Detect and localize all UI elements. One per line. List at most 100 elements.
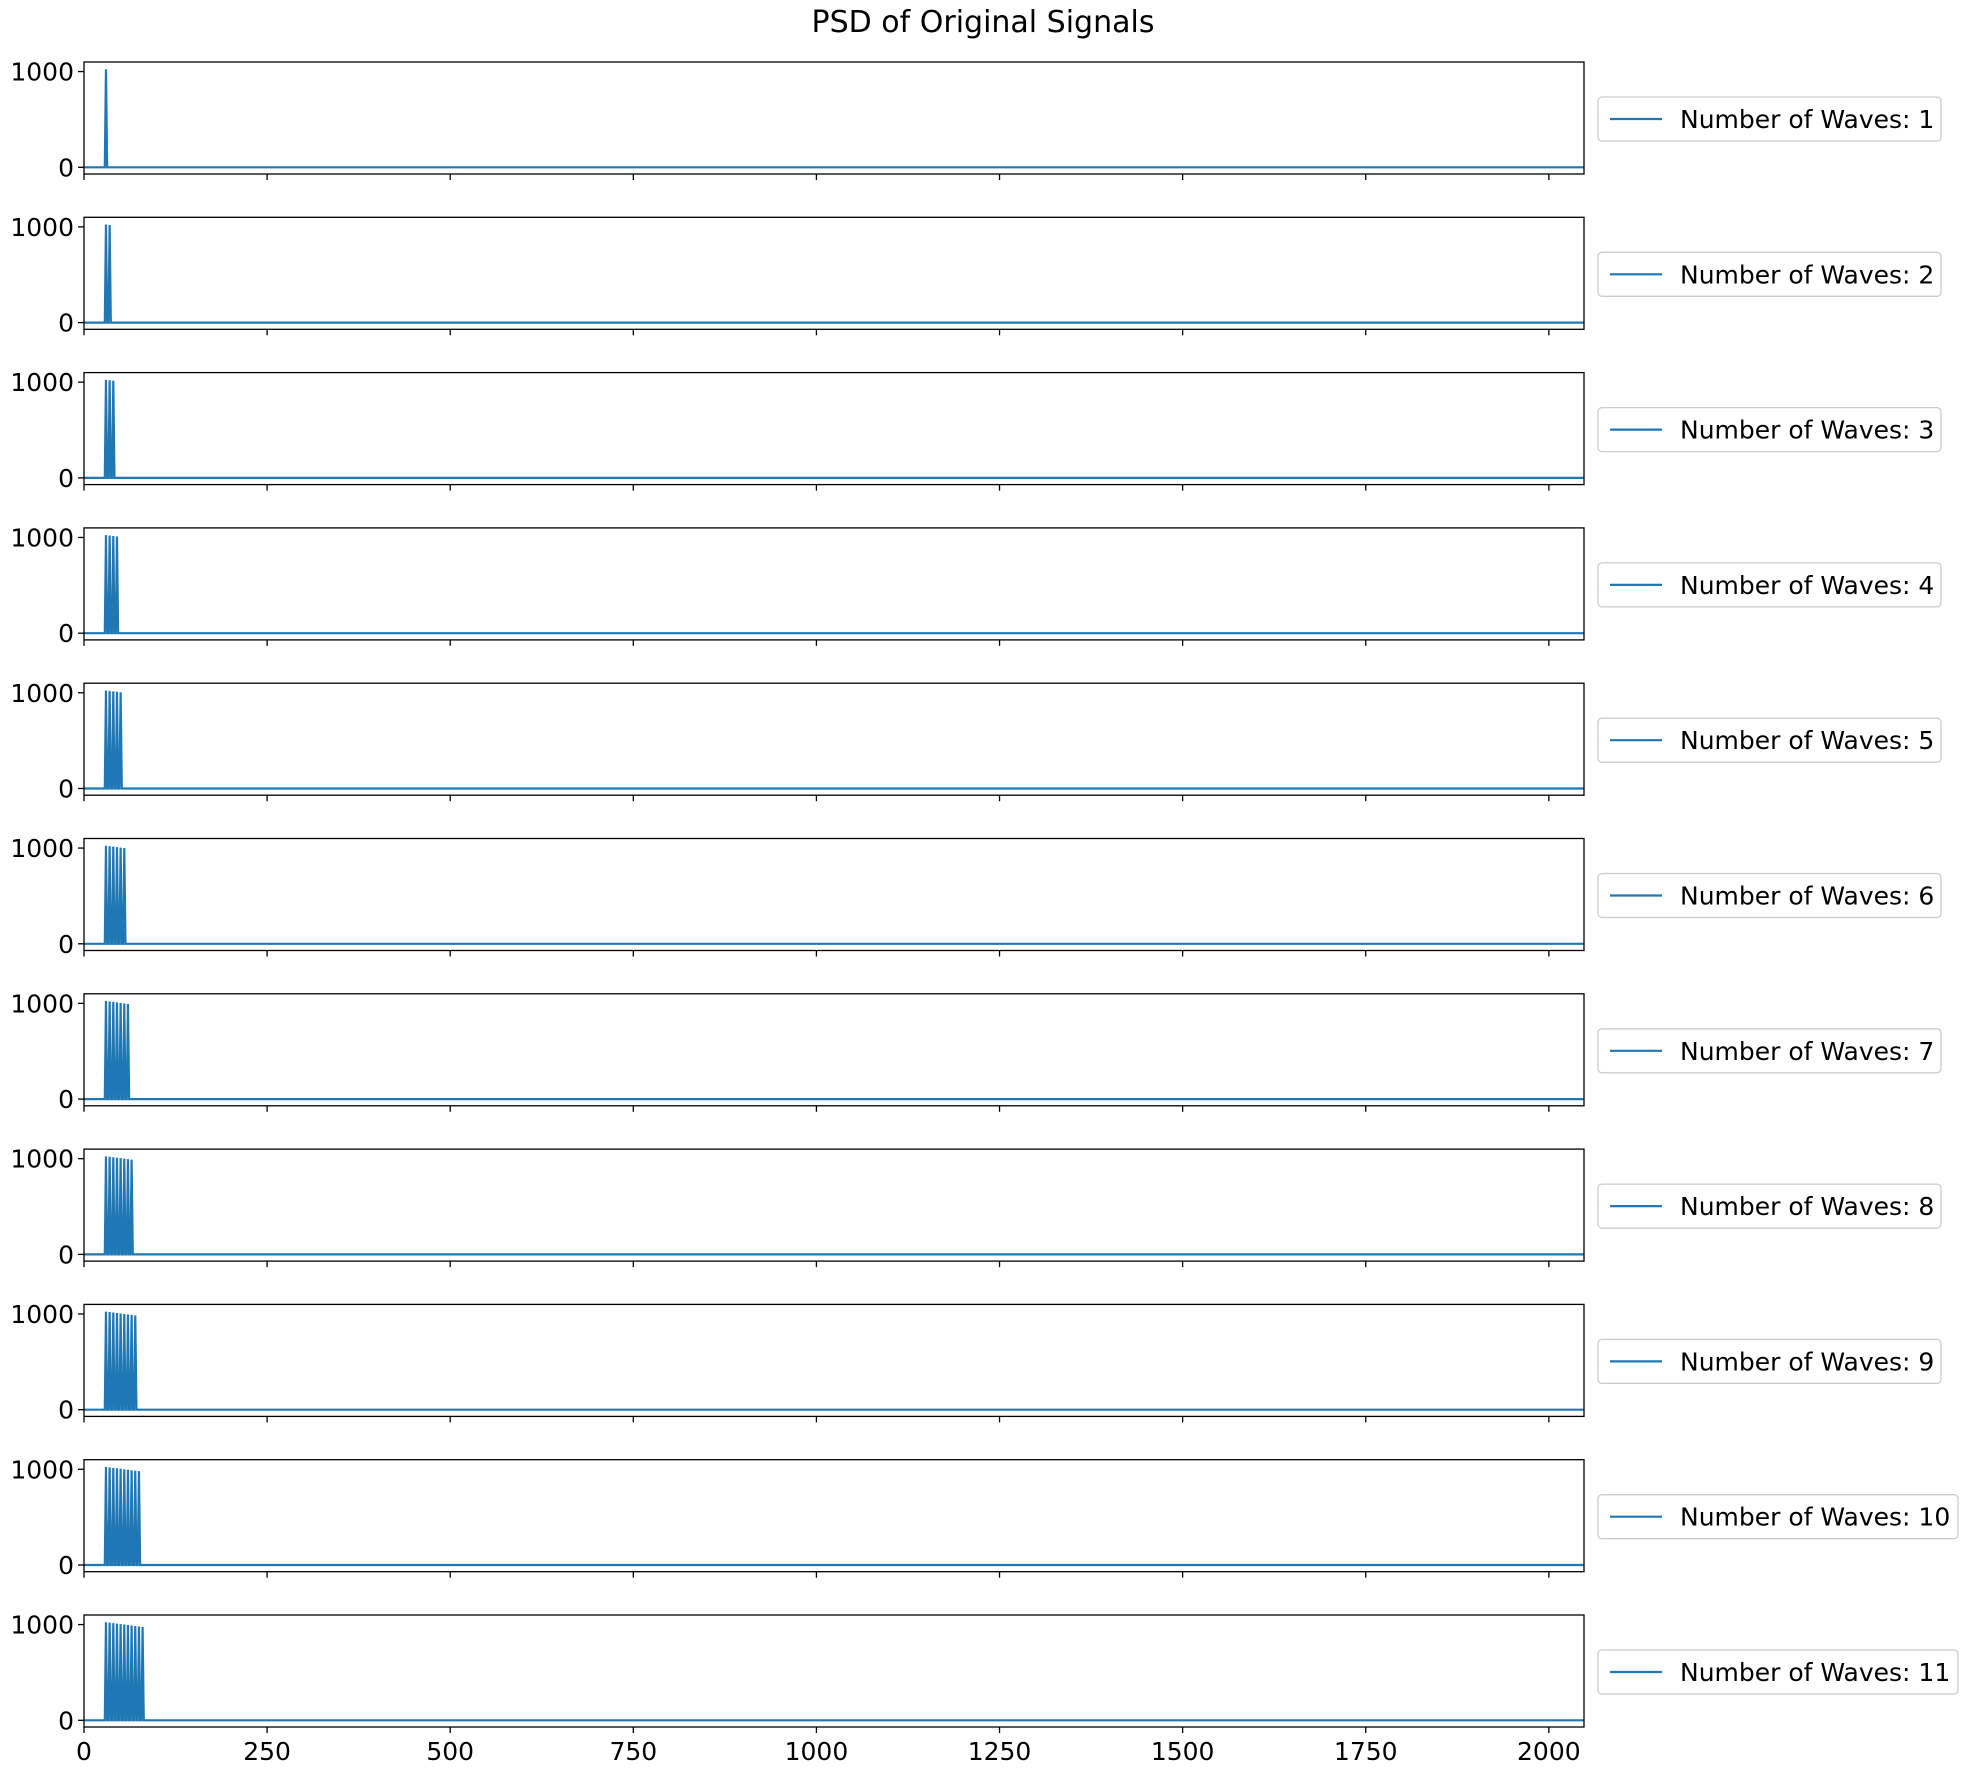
legend: Number of Waves: 5 (1597, 717, 1942, 763)
subplot-10: 0 1000 Number of Waves: 10 (10, 1455, 1959, 1580)
subplot-4: 0 1000 Number of Waves: 4 (10, 523, 1942, 648)
legend-box (1597, 717, 1942, 763)
y-tick-label: 1000 (10, 834, 74, 863)
y-tick-label: 0 (58, 1396, 74, 1425)
psd-series-line (84, 535, 1584, 635)
subplot-9: 0 1000 Number of Waves: 9 (10, 1300, 1942, 1425)
y-tick-label: 0 (58, 309, 74, 338)
axes-frame (83, 993, 1585, 1107)
legend-label: Number of Waves: 6 (1680, 882, 1934, 911)
y-tick-label: 1000 (10, 523, 74, 552)
y-tick-label: 0 (58, 153, 74, 182)
x-tick-label: 500 (426, 1737, 474, 1766)
y-tick-label: 1000 (10, 1611, 74, 1640)
subplot-2: 0 1000 Number of Waves: 2 (10, 213, 1942, 338)
legend-box (1597, 1494, 1959, 1540)
y-tick-label: 0 (58, 464, 74, 493)
psd-series-line (84, 1622, 1584, 1722)
y-tick-label: 1000 (10, 1300, 74, 1329)
legend-label: Number of Waves: 5 (1680, 726, 1934, 755)
legend: Number of Waves: 11 (1597, 1649, 1959, 1695)
legend: Number of Waves: 8 (1597, 1183, 1942, 1229)
subplot-3: 0 1000 Number of Waves: 3 (10, 368, 1942, 493)
y-tick-label: 1000 (10, 58, 74, 87)
psd-series-line (84, 224, 1584, 324)
psd-series-line (84, 69, 1584, 169)
axes-frame (83, 61, 1585, 175)
y-tick-label: 1000 (10, 989, 74, 1018)
legend-label: Number of Waves: 7 (1680, 1037, 1934, 1066)
psd-series-line (84, 379, 1584, 479)
y-tick-label: 0 (58, 930, 74, 959)
legend-label: Number of Waves: 3 (1680, 416, 1934, 445)
legend-box (1597, 1028, 1942, 1074)
axes-frame (83, 1459, 1585, 1573)
axes-frame (83, 216, 1585, 330)
legend-box (1597, 1338, 1942, 1385)
legend: Number of Waves: 4 (1597, 562, 1942, 608)
legend: Number of Waves: 1 (1597, 96, 1942, 142)
legend: Number of Waves: 7 (1597, 1028, 1942, 1074)
legend: Number of Waves: 3 (1597, 406, 1942, 453)
axes-frame (83, 1303, 1585, 1418)
legend-box (1597, 251, 1942, 297)
axes-frame (83, 1148, 1585, 1262)
chart-title: PSD of Original Signals (812, 5, 1155, 40)
legend: Number of Waves: 10 (1597, 1494, 1959, 1540)
y-tick-label: 1000 (10, 1455, 74, 1484)
y-tick-label: 0 (58, 1706, 74, 1735)
psd-series-line (84, 1311, 1584, 1411)
y-tick-label: 1000 (10, 213, 74, 242)
psd-series-line (84, 1466, 1584, 1567)
axes-frame (83, 837, 1585, 952)
subplot-8: 0 1000 Number of Waves: 8 (10, 1145, 1942, 1269)
axes-frame (83, 371, 1585, 486)
legend-box (1597, 1183, 1942, 1229)
psd-series-line (84, 1001, 1584, 1101)
x-tick-label: 0 (76, 1737, 92, 1766)
axes-frame (83, 682, 1585, 796)
subplot-11: 0 1000 0 250 500 750 1000 1250 1500 1750 2000 Numbe… (10, 1611, 1959, 1766)
subplot-7: 0 1000 Number of Waves: 7 (10, 989, 1942, 1114)
x-tick-label: 750 (609, 1737, 657, 1766)
subplot-1: 0 1000 Number of Waves: 1 (10, 58, 1942, 182)
legend-box (1597, 562, 1942, 608)
x-tick-label: 1500 (1151, 1737, 1215, 1766)
y-tick-label: 0 (58, 1240, 74, 1269)
subplot-5: 0 1000 Number of Waves: 5 (10, 679, 1942, 803)
y-tick-label: 0 (58, 619, 74, 648)
x-tick-label: 1750 (1334, 1737, 1398, 1766)
legend-box (1597, 1649, 1959, 1695)
psd-series-line (84, 690, 1584, 790)
psd-series-line (84, 1156, 1584, 1256)
legend-label: Number of Waves: 2 (1680, 260, 1934, 289)
legend-label: Number of Waves: 9 (1680, 1347, 1934, 1376)
legend: Number of Waves: 6 (1597, 872, 1942, 919)
y-tick-label: 0 (58, 1551, 74, 1580)
y-tick-label: 0 (58, 1085, 74, 1114)
x-tick-label: 250 (243, 1737, 291, 1766)
x-tick-label: 1250 (968, 1737, 1032, 1766)
y-tick-label: 0 (58, 774, 74, 803)
y-tick-label: 1000 (10, 679, 74, 708)
legend-label: Number of Waves: 8 (1680, 1192, 1934, 1221)
x-tick-label: 1000 (785, 1737, 849, 1766)
legend: Number of Waves: 9 (1597, 1338, 1942, 1385)
legend-box (1597, 872, 1942, 919)
psd-series-line (84, 845, 1584, 945)
x-tick-label: 2000 (1517, 1737, 1581, 1766)
y-tick-label: 1000 (10, 368, 74, 397)
legend: Number of Waves: 2 (1597, 251, 1942, 297)
subplot-6: 0 1000 Number of Waves: 6 (10, 834, 1942, 959)
axes-frame (83, 1614, 1585, 1728)
legend-label: Number of Waves: 10 (1680, 1503, 1950, 1532)
legend-label: Number of Waves: 4 (1680, 571, 1934, 600)
legend-label: Number of Waves: 11 (1680, 1658, 1950, 1687)
legend-label: Number of Waves: 1 (1680, 105, 1934, 134)
y-tick-label: 1000 (10, 1145, 74, 1174)
legend-box (1597, 406, 1942, 453)
legend-box (1597, 96, 1942, 142)
axes-frame (83, 527, 1585, 641)
